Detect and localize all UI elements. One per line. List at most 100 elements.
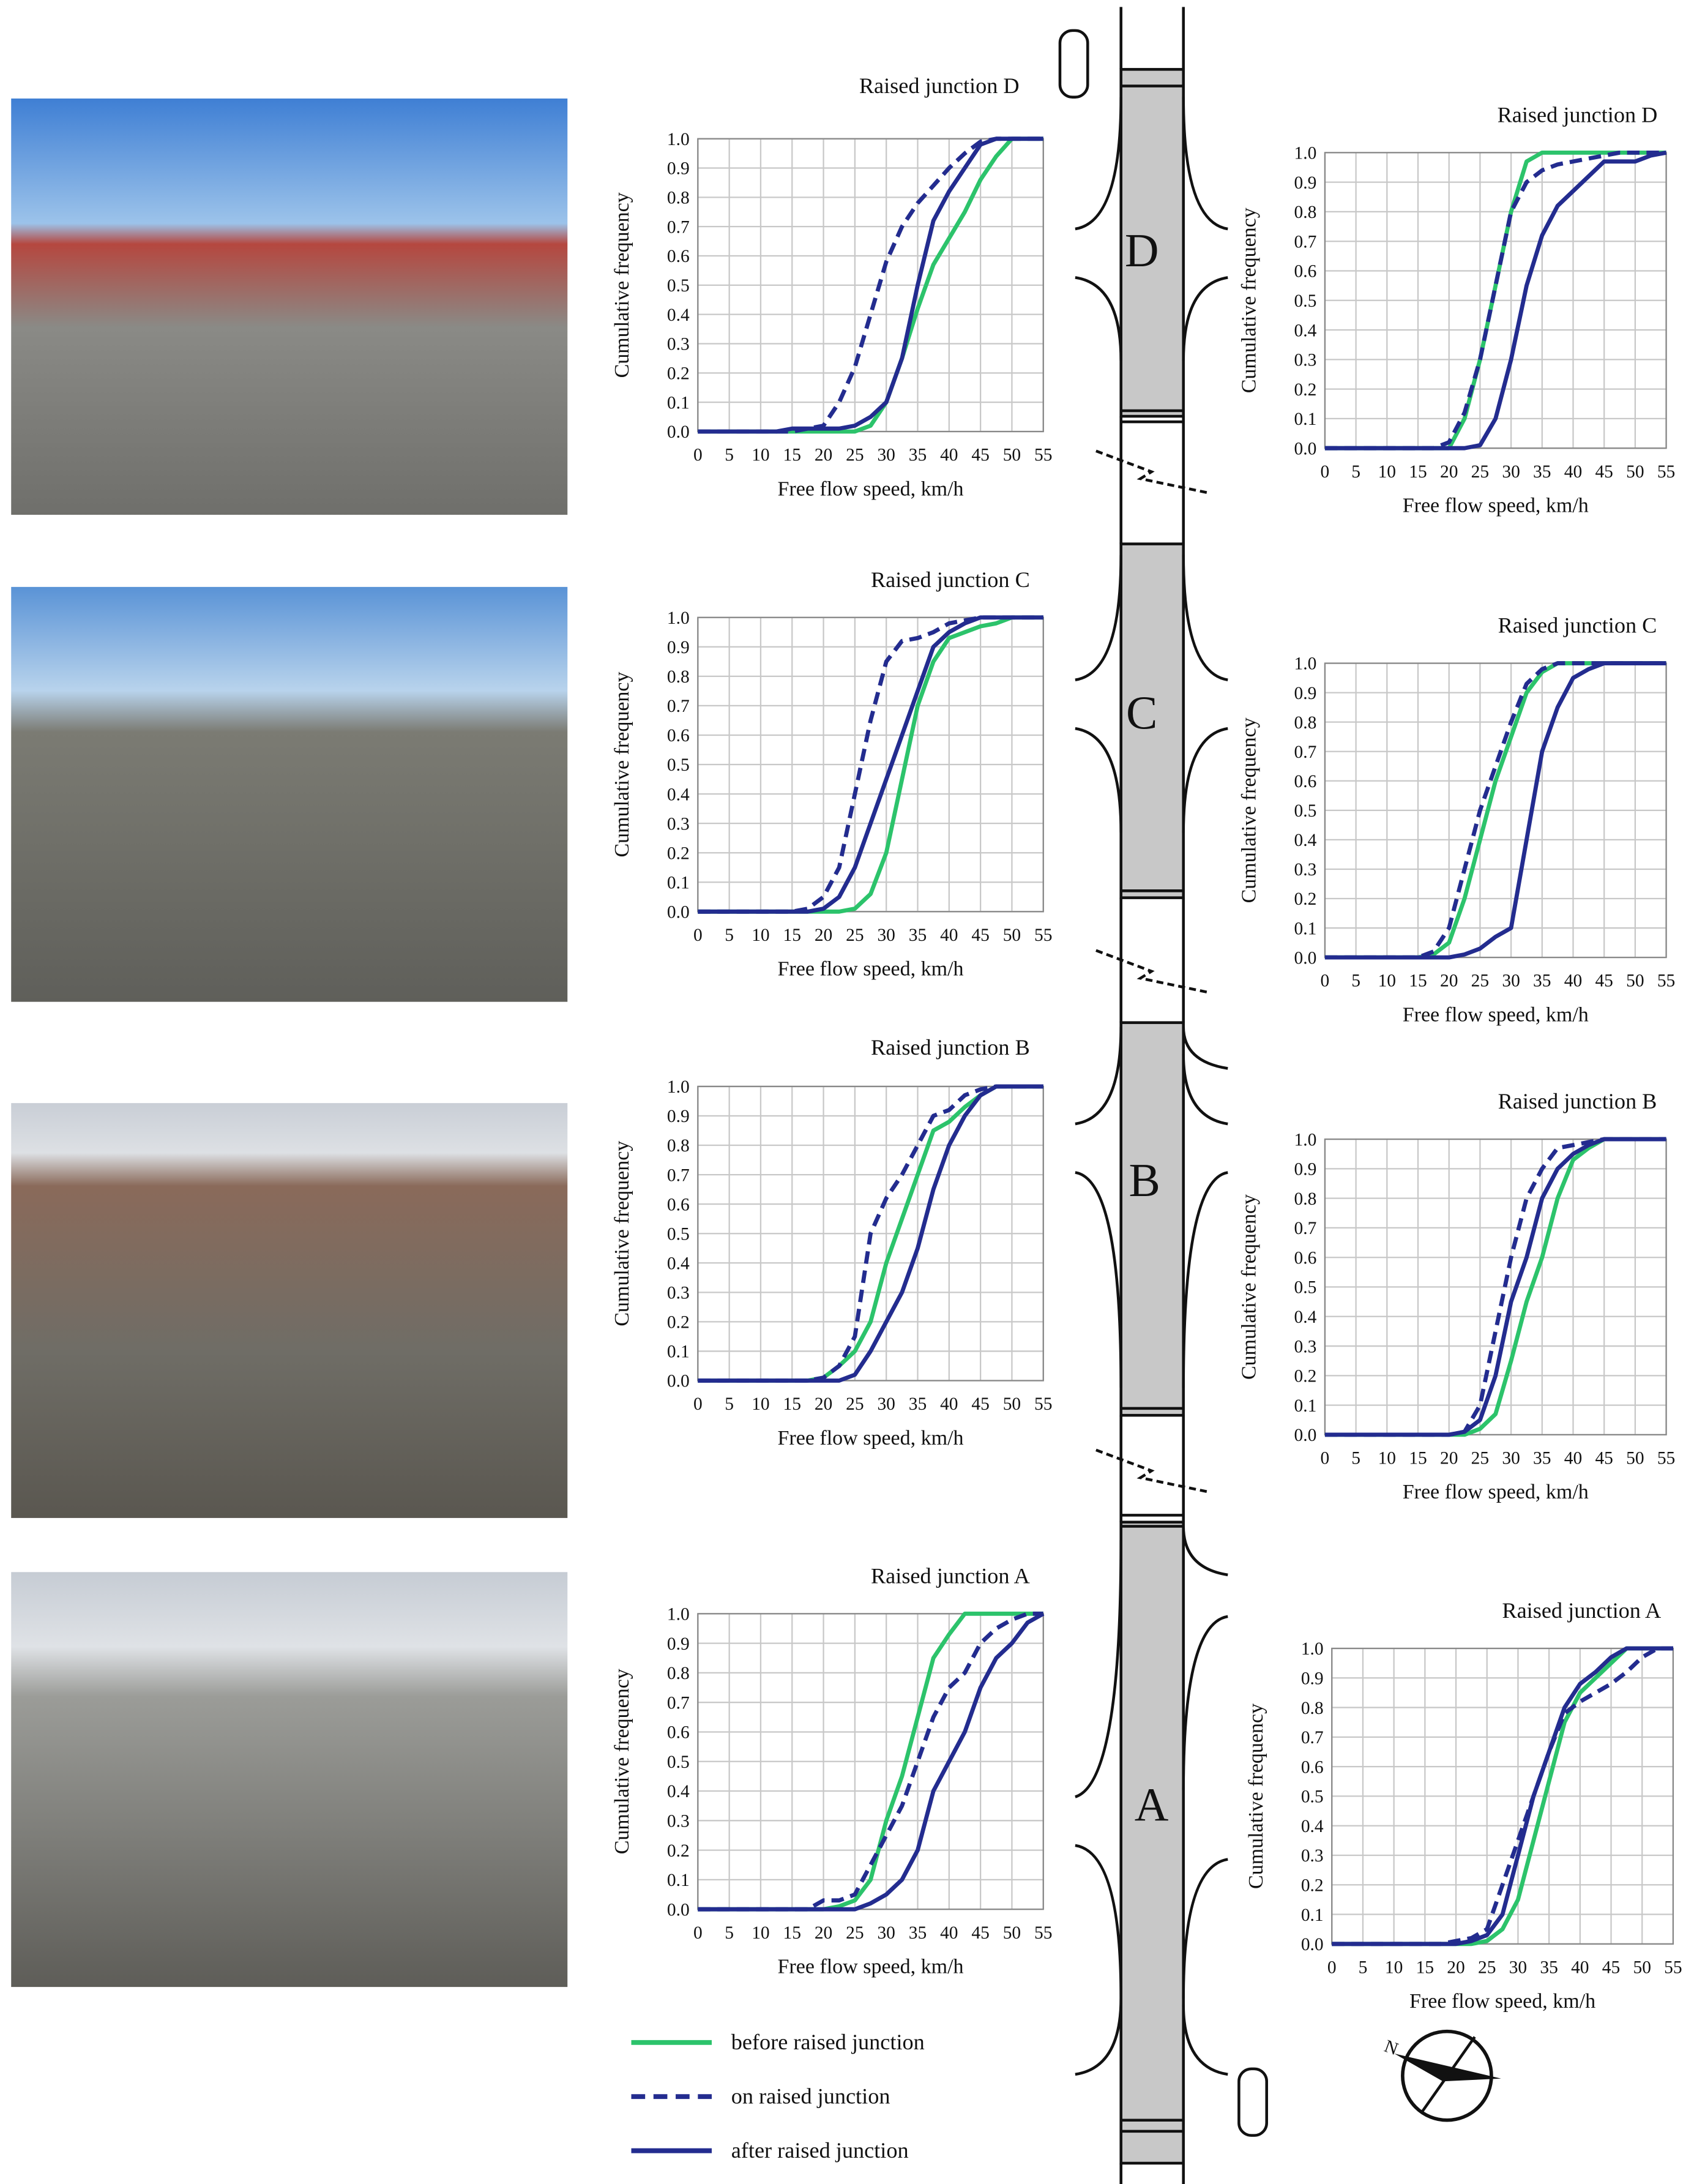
y-tick-label: 0.8 [1301, 1699, 1324, 1718]
y-tick-label: 0.7 [1294, 1219, 1316, 1238]
road-section-label: D [1125, 224, 1159, 277]
series-line [1324, 151, 1667, 451]
x-tick-label: 35 [909, 1394, 927, 1414]
series-line [698, 615, 1043, 914]
x-tick-label: 35 [1533, 1449, 1551, 1468]
y-tick-label: 0.9 [667, 638, 690, 657]
y-tick-label: 1.0 [667, 1077, 690, 1097]
photos [11, 98, 568, 1988]
x-axis-title: Free flow speed, km/h [1403, 1481, 1589, 1503]
y-tick-label: 0.3 [667, 814, 690, 834]
y-tick-label: 0.5 [667, 755, 690, 775]
car-icon [1237, 2067, 1268, 2137]
x-tick-label: 0 [1321, 971, 1330, 991]
x-tick-label: 35 [909, 1923, 927, 1943]
x-tick-label: 30 [1502, 1449, 1520, 1468]
x-tick-label: 35 [909, 926, 927, 945]
x-tick-label: 25 [846, 1394, 864, 1414]
x-tick-label: 20 [815, 926, 832, 945]
y-tick-label: 0.7 [1294, 742, 1316, 762]
compass-needle [1420, 2036, 1476, 2113]
x-axis-title: Free flow speed, km/h [778, 1955, 964, 1978]
x-tick-label: 40 [940, 1394, 958, 1414]
y-tick-label: 0.1 [667, 1342, 690, 1362]
road-segment [1119, 1021, 1185, 1417]
y-tick-label: 0.5 [1301, 1787, 1324, 1807]
x-axis-title: Free flow speed, km/h [1403, 494, 1589, 517]
road-curve [1075, 97, 1228, 361]
y-tick-label: 1.0 [667, 608, 690, 628]
x-tick-label: 15 [783, 1394, 801, 1414]
y-tick-label: 0.4 [667, 305, 690, 325]
road-curve [1075, 1526, 1228, 2076]
x-tick-label: 0 [1321, 462, 1330, 482]
x-tick-label: 20 [1440, 1449, 1458, 1468]
x-tick-label: 5 [725, 446, 734, 465]
x-tick-label: 45 [1595, 971, 1613, 991]
x-tick-label: 25 [846, 446, 864, 465]
x-tick-label: 55 [1664, 1958, 1682, 1977]
chart: Raised junction C 0.0 0.1 0.2 0.3 0.4 0.5 0.6 0.… [611, 567, 1053, 981]
y-tick-label: 0.6 [667, 1723, 690, 1743]
x-tick-label: 5 [1351, 971, 1360, 991]
x-tick-label: 20 [1440, 462, 1458, 482]
series-line [698, 1084, 1043, 1383]
x-tick-label: 25 [846, 1923, 864, 1943]
chart-title: Raised junction A [1502, 1598, 1661, 1623]
legend: before raised junction on raised junction… [631, 2030, 925, 2163]
photo [11, 1103, 568, 1518]
y-tick-label: 0.8 [1294, 203, 1316, 222]
road-segment [1119, 1520, 1185, 2165]
y-tick-label: 0.0 [667, 903, 690, 922]
y-axis-title: Cumulative frequency [1238, 208, 1261, 393]
series-line [698, 136, 1043, 434]
x-tick-label: 30 [877, 1394, 895, 1414]
photo [11, 98, 568, 515]
y-tick-label: 0.8 [1294, 713, 1316, 733]
road-break [1095, 449, 1207, 1494]
series-line [698, 1612, 1045, 1912]
x-tick-label: 55 [1657, 1449, 1675, 1468]
y-tick-label: 0.8 [667, 667, 690, 687]
plot-frame [1324, 152, 1667, 449]
x-tick-label: 5 [1351, 462, 1360, 482]
x-tick-label: 25 [846, 926, 864, 945]
series-line [1332, 1646, 1673, 1947]
y-tick-label: 0.2 [1301, 1875, 1324, 1895]
chart-title: Raised junction C [1498, 613, 1657, 638]
compass-needle [1394, 2053, 1501, 2082]
x-tick-label: 20 [1440, 971, 1458, 991]
series-line [1324, 661, 1666, 960]
y-axis-title: Cumulative frequency [611, 1141, 633, 1326]
x-tick-label: 45 [1595, 1449, 1613, 1468]
x-axis-title: Free flow speed, km/h [1409, 1990, 1595, 2013]
y-axis-title: Cumulative frequency [1245, 1703, 1267, 1889]
x-tick-label: 35 [909, 446, 927, 465]
x-tick-label: 25 [1478, 1958, 1496, 1977]
plot-frame [697, 138, 1044, 433]
chart: Raised junction C 0.0 0.1 0.2 0.3 0.4 0.5 0.6 0.… [1238, 613, 1676, 1027]
road-section-label: B [1129, 1154, 1160, 1206]
y-tick-label: 1.0 [1301, 1639, 1324, 1659]
y-tick-label: 0.1 [1294, 410, 1316, 429]
x-tick-label: 0 [1327, 1958, 1337, 1977]
y-tick-label: 0.5 [667, 276, 690, 296]
plot-frame [1324, 1138, 1667, 1436]
x-tick-label: 45 [971, 446, 989, 465]
road-section-label: C [1126, 686, 1157, 739]
x-tick-label: 25 [1471, 462, 1489, 482]
x-tick-label: 15 [783, 1923, 801, 1943]
chart: Raised junction A 0.0 0.1 0.2 0.3 0.4 0.5 0.6 0.… [611, 1563, 1053, 1978]
y-tick-label: 0.7 [667, 217, 690, 237]
x-tick-label: 40 [940, 446, 958, 465]
x-tick-label: 30 [877, 446, 895, 465]
y-tick-label: 0.9 [667, 1634, 690, 1654]
y-tick-label: 0.6 [1294, 772, 1316, 791]
x-tick-label: 10 [752, 1394, 769, 1414]
y-tick-label: 0.3 [667, 335, 690, 354]
x-tick-label: 0 [693, 446, 703, 465]
plot-frame [697, 1085, 1044, 1382]
x-tick-label: 50 [1626, 1449, 1644, 1468]
x-tick-label: 10 [1378, 971, 1396, 991]
